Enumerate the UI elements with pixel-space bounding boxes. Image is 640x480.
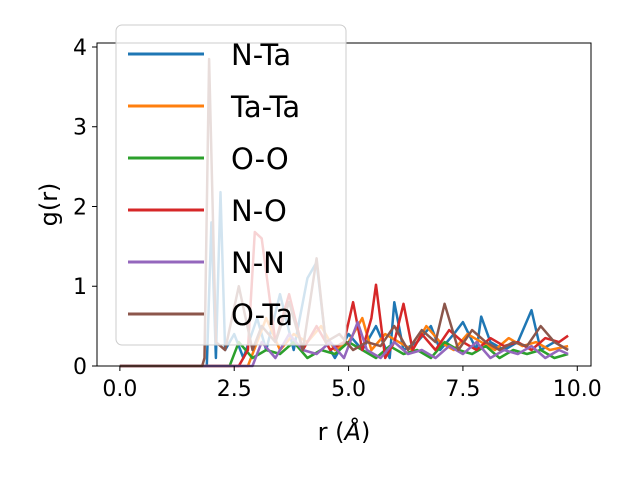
x-tick-label: 2.5	[217, 377, 252, 402]
y-tick-label: 1	[73, 275, 87, 300]
legend-label-o-o: O-O	[231, 142, 289, 176]
x-ticks: 0.0 2.5 5.0 7.5 10.0	[102, 366, 602, 402]
y-tick-label: 3	[73, 116, 87, 141]
y-tick-label: 2	[73, 195, 87, 220]
y-tick-label: 0	[73, 355, 87, 380]
y-axis-label: g(r)	[35, 183, 63, 227]
legend-label-n-ta: N-Ta	[231, 38, 291, 72]
y-tick-label: 4	[73, 36, 87, 61]
x-axis-label-text: r (	[318, 418, 345, 446]
x-axis-label: r (Å)	[318, 417, 371, 446]
x-axis-label-unit: Å	[343, 417, 361, 446]
y-ticks: 0 1 2 3 4	[73, 36, 97, 380]
legend: N-Ta Ta-Ta O-O N-O N-N O-Ta	[115, 24, 347, 346]
legend-label-n-n: N-N	[231, 246, 285, 280]
x-tick-label: 0.0	[102, 377, 137, 402]
legend-label-ta-ta: Ta-Ta	[230, 90, 300, 124]
legend-box	[115, 24, 347, 346]
x-tick-label: 5.0	[331, 377, 366, 402]
x-tick-label: 7.5	[445, 377, 480, 402]
legend-label-n-o: N-O	[231, 194, 287, 228]
x-axis-label-close: )	[361, 418, 370, 446]
x-tick-label: 10.0	[553, 377, 602, 402]
legend-label-o-ta: O-Ta	[231, 298, 293, 332]
